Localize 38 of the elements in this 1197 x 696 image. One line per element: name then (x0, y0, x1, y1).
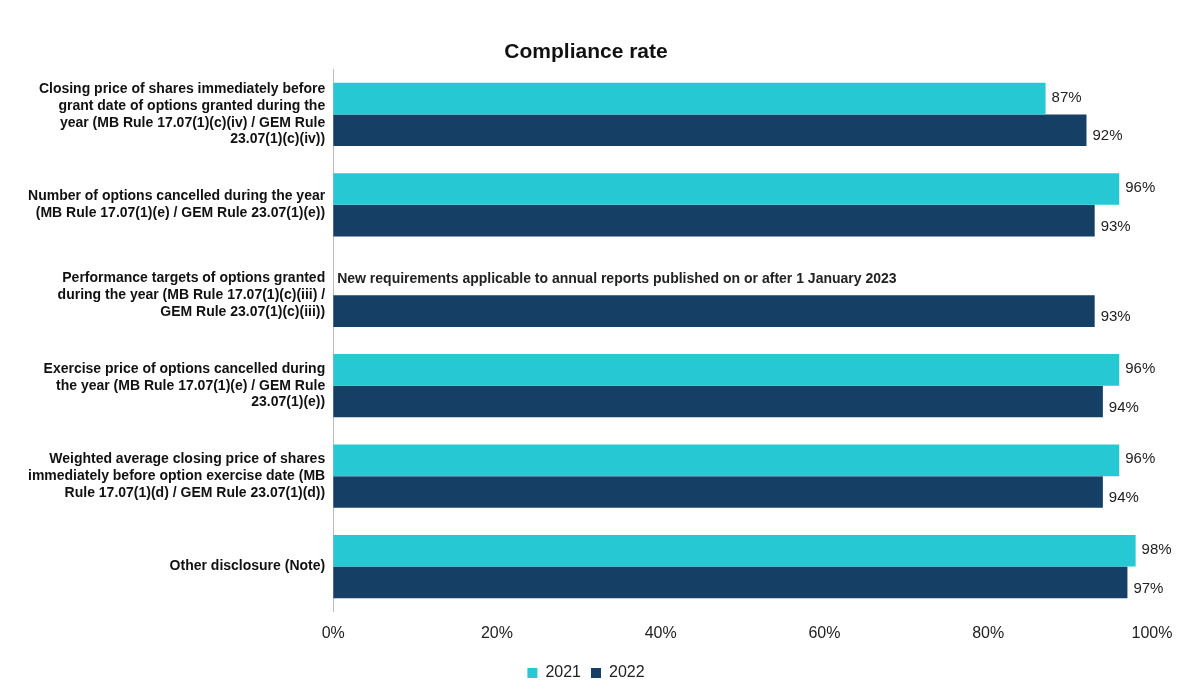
data-label: 96% (1125, 449, 1156, 467)
data-label: 93% (1100, 216, 1131, 234)
x-tick-label: 40% (644, 623, 677, 641)
x-tick-label: 60% (808, 623, 841, 641)
y-tick-label: Weighted average closing price of shares immediately before option exercise date (MB Rule 17.07(1)(d) / GEM Rule 23.07(1)(d)) (27, 450, 326, 500)
legend-label: 2022 (609, 663, 645, 681)
data-label: 94% (1108, 397, 1139, 415)
data-label: 97% (1133, 578, 1164, 596)
data-label: 96% (1125, 359, 1156, 377)
bar (333, 354, 1120, 386)
y-tick-label: Number of options cancelled during the year (MB Rule 17.07(1)(e) / GEM Rule 23.07(1)(e)) (28, 187, 326, 221)
data-label: 94% (1108, 488, 1139, 506)
y-tick-label: Other disclosure (Note) (169, 557, 326, 574)
bar (333, 204, 1095, 237)
bar (333, 82, 1046, 115)
data-label: 98% (1141, 539, 1172, 557)
chart-title: Compliance rate (504, 39, 668, 63)
bar (333, 476, 1103, 508)
bar (333, 534, 1136, 567)
bar (333, 566, 1128, 599)
data-label: 96% (1125, 178, 1156, 196)
y-tick-label: Closing price of shares immediately before grant date of options granted during the year (MB Rule 17.07(1)(c)(iv) / GEM Rule 23.07(1)(c)(iv)) (38, 80, 326, 147)
bar (333, 173, 1120, 205)
annotation: New requirements applicable to annual reports published on or after 1 January 2023 (337, 269, 897, 286)
data-label: 92% (1092, 126, 1123, 144)
bar (333, 385, 1103, 418)
bar (333, 114, 1087, 147)
data-label: 93% (1100, 307, 1131, 325)
x-tick-label: 0% (321, 623, 345, 641)
bar (333, 295, 1095, 327)
y-tick-label: Performance targets of options granted during the year (MB Rule 17.07(1)(c)(iii) / GEM Rule 23.07(1)(c)(iii)) (57, 269, 326, 319)
x-tick-label: 100% (1131, 623, 1173, 641)
x-tick-label: 80% (972, 623, 1005, 641)
data-label: 87% (1051, 87, 1082, 105)
bar (333, 444, 1120, 477)
legend-label: 2021 (545, 663, 582, 681)
x-tick-label: 20% (480, 623, 513, 641)
y-tick-label: Exercise price of options cancelled during the year (MB Rule 17.07(1)(e) / GEM Rule 23.07(1)(e)) (43, 359, 326, 410)
